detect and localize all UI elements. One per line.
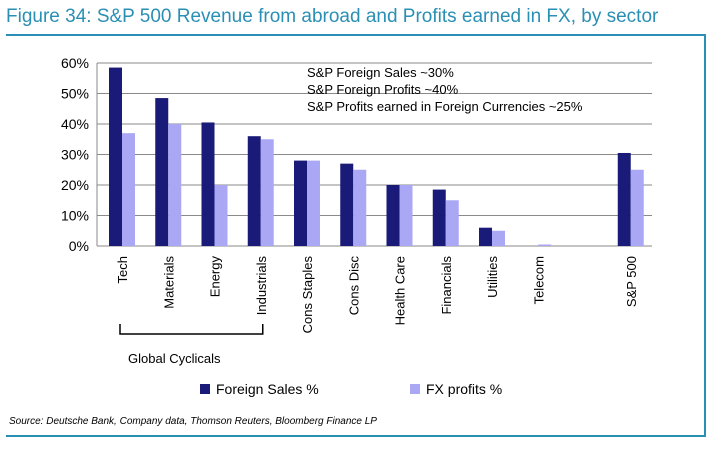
y-tick-label: 40% <box>61 116 89 132</box>
bar-fx-profits <box>538 244 552 246</box>
x-tick-label: Industrials <box>254 256 269 316</box>
bar-foreign-sales <box>247 136 261 246</box>
legend-swatch-foreign-sales <box>200 384 210 394</box>
legend-label-foreign-sales: Foreign Sales % <box>216 381 319 397</box>
y-tick-label: 10% <box>61 208 89 224</box>
bar-foreign-sales <box>155 98 169 246</box>
bar-fx-profits <box>399 185 413 246</box>
bar-foreign-sales <box>109 67 122 246</box>
bar-fx-profits <box>445 200 459 246</box>
bar-fx-profits <box>492 230 505 246</box>
bar-foreign-sales <box>432 189 446 246</box>
global-cyclicals-label: Global Cyclicals <box>128 351 221 366</box>
bar-fx-profits <box>260 139 274 246</box>
x-tick-label: Health Care <box>393 256 408 325</box>
bar-foreign-sales <box>386 185 400 246</box>
bar-fx-profits <box>353 169 367 246</box>
legend-swatch-fx-profits <box>410 384 420 394</box>
y-tick-label: 50% <box>61 86 89 102</box>
x-tick-label: Materials <box>161 256 176 309</box>
title-rule <box>6 34 706 36</box>
bar-foreign-sales <box>201 122 215 246</box>
x-tick-label: S&P 500 <box>624 256 639 307</box>
x-tick-label: Financials <box>439 256 454 315</box>
x-tick-label: Cons Staples <box>300 256 315 334</box>
y-tick-label: 20% <box>61 177 89 193</box>
legend-item-fx-profits: FX profits % <box>410 381 502 397</box>
chart-title: Figure 34: S&P 500 Revenue from abroad a… <box>6 6 659 27</box>
source-note: Source: Deutsche Bank, Company data, Tho… <box>9 416 377 427</box>
global-cyclicals-bracket <box>119 324 264 335</box>
bar-fx-profits <box>122 133 135 246</box>
bar-foreign-sales <box>479 227 492 246</box>
bar-fx-profits <box>307 160 320 246</box>
y-tick-label: 0% <box>69 238 89 254</box>
x-tick-label: Utilities <box>485 256 500 298</box>
bar-fx-profits <box>630 169 644 246</box>
x-tick-label: Cons Disc <box>346 256 361 316</box>
bar-foreign-sales <box>340 163 354 246</box>
x-tick-label: Telecom <box>531 256 546 304</box>
bar-foreign-sales <box>617 152 631 246</box>
frame-bottom-border <box>6 435 706 437</box>
note-foreign-profits: S&P Foreign Profits ~40% <box>307 82 459 97</box>
note-foreign-sales: S&P Foreign Sales ~30% <box>307 65 454 80</box>
bar-foreign-sales <box>294 160 307 246</box>
legend-item-foreign-sales: Foreign Sales % <box>200 381 319 397</box>
x-tick-label: Energy <box>208 256 223 298</box>
legend-label-fx-profits: FX profits % <box>426 381 503 397</box>
note-fx-profits: S&P Profits earned in Foreign Currencies… <box>307 99 583 114</box>
x-tick-label: Tech <box>115 256 130 283</box>
y-tick-label: 60% <box>61 55 89 71</box>
y-tick-label: 30% <box>61 147 89 163</box>
bar-fx-profits <box>214 185 228 246</box>
frame-right-border <box>704 34 706 437</box>
bar-fx-profits <box>168 124 182 246</box>
